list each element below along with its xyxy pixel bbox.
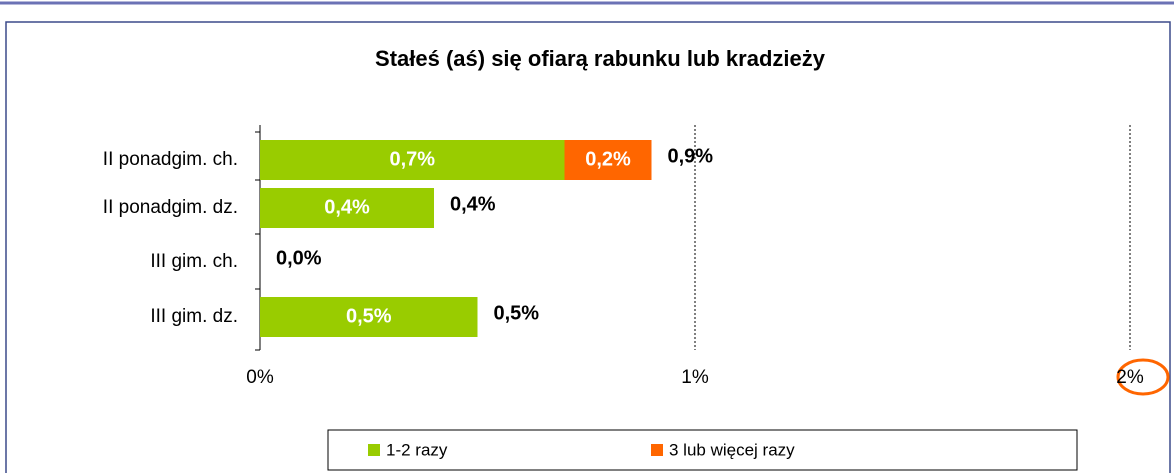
value-label: 0,5% xyxy=(346,305,392,327)
y-tick-label: II ponadgim. dz. xyxy=(103,197,238,218)
legend-swatch xyxy=(651,444,663,456)
bar xyxy=(260,188,434,228)
x-tick-label: 0% xyxy=(246,367,274,388)
legend-label: 3 lub więcej razy xyxy=(669,440,795,459)
value-label: 0,4% xyxy=(324,196,370,218)
total-label: 0,9% xyxy=(668,145,714,167)
legend-box xyxy=(327,429,1078,471)
y-tick-label: III gim. ch. xyxy=(150,251,238,272)
x-tick-label: 2% xyxy=(1116,367,1144,388)
legend-label: 1-2 razy xyxy=(386,440,448,459)
total-label: 0,5% xyxy=(494,302,540,324)
highlight-circle xyxy=(1116,358,1170,396)
frame xyxy=(5,21,1171,473)
x-tick-label: 1% xyxy=(681,367,709,388)
chart-title: Stałeś (aś) się ofiarą rabunku lub kradz… xyxy=(375,46,826,71)
bar xyxy=(260,140,565,180)
bar xyxy=(564,140,652,180)
total-label: 0,0% xyxy=(276,247,322,269)
value-label: 0,2% xyxy=(585,148,631,170)
y-tick-label: II ponadgim. ch. xyxy=(103,149,238,170)
bar xyxy=(260,297,478,337)
total-label: 0,4% xyxy=(450,193,496,215)
y-tick-label: III gim. dz. xyxy=(150,306,238,327)
legend-swatch xyxy=(368,444,380,456)
value-label: 0,7% xyxy=(389,148,435,170)
